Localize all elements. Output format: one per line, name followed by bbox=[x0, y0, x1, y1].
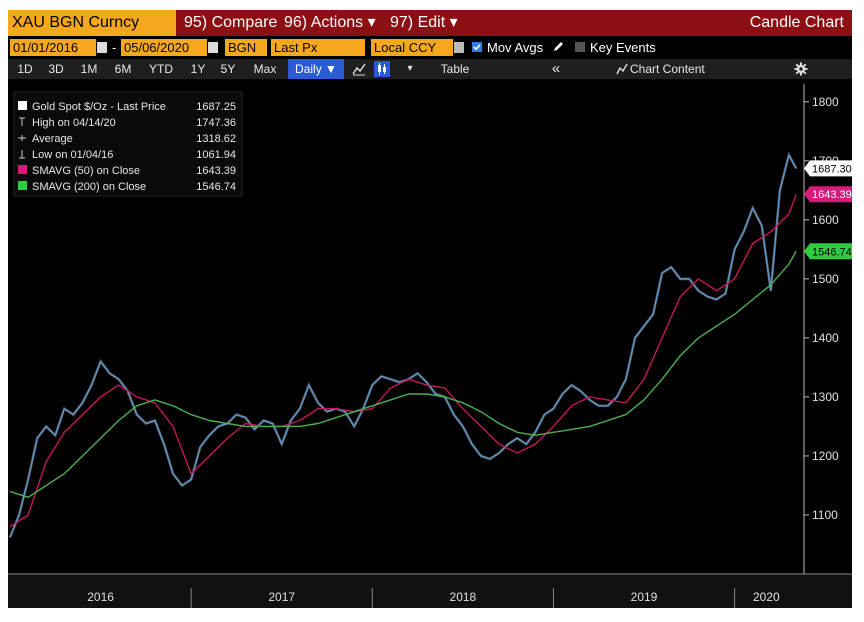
settings-row: 01/01/2016 - 05/06/2020 BGN Last Px Loca… bbox=[8, 37, 852, 57]
end-date-field[interactable]: 05/06/2020 bbox=[121, 39, 207, 56]
mov-avgs-label[interactable]: Mov Avgs bbox=[487, 40, 544, 55]
legend-background bbox=[13, 91, 243, 197]
x-tick-label: 2016 bbox=[87, 590, 114, 604]
legend-label: Gold Spot $/Oz - Last Price bbox=[32, 101, 166, 113]
price-chart[interactable]: 1100120013001400150016001700180020162017… bbox=[8, 82, 852, 608]
field-select[interactable]: Last Px bbox=[271, 39, 365, 56]
last-value-tag bbox=[804, 186, 852, 203]
price-square-icon bbox=[18, 101, 27, 110]
period-3d[interactable]: 3D bbox=[48, 62, 64, 76]
sma50-square-icon bbox=[18, 165, 27, 174]
date-separator: - bbox=[112, 40, 117, 55]
y-tick-label: 1600 bbox=[812, 213, 839, 227]
chart-content-icon[interactable] bbox=[616, 63, 628, 75]
frequency-select[interactable]: Daily ▼ bbox=[288, 59, 344, 79]
series-layer bbox=[8, 151, 798, 538]
period-1d[interactable]: 1D bbox=[17, 62, 33, 76]
sma200-square-icon bbox=[18, 181, 27, 190]
y-tick-label: 1500 bbox=[812, 272, 839, 286]
checkbox-checked-icon[interactable] bbox=[472, 42, 482, 52]
last-value-label: 1643.39 bbox=[812, 189, 852, 201]
last-value-tag bbox=[804, 160, 852, 177]
chart-content-button[interactable]: Chart Content bbox=[630, 62, 705, 76]
low-marker-icon bbox=[19, 150, 25, 159]
x-tick-label: 2017 bbox=[268, 590, 295, 604]
legend-value: 1061.94 bbox=[196, 149, 236, 161]
source-field[interactable]: BGN bbox=[225, 39, 267, 56]
period-ytd[interactable]: YTD bbox=[149, 62, 173, 76]
legend-value: 1546.74 bbox=[196, 181, 236, 193]
chevron-down-icon[interactable] bbox=[454, 42, 464, 53]
legend-box: Gold Spot $/Oz - Last Price 1687.25 High o… bbox=[13, 91, 243, 197]
calendar-icon[interactable] bbox=[208, 42, 218, 53]
legend-value: 1643.39 bbox=[196, 165, 236, 177]
axes: 1100120013001400150016001700180020162017… bbox=[8, 84, 852, 608]
table-button[interactable]: Table bbox=[440, 62, 470, 76]
average-marker-icon bbox=[18, 135, 26, 141]
collapse-button[interactable]: « bbox=[551, 60, 561, 77]
legend-label: High on 04/14/20 bbox=[32, 117, 116, 129]
sma200-line bbox=[9, 250, 797, 498]
period-5y[interactable]: 5Y bbox=[220, 62, 236, 76]
key-events-label[interactable]: Key Events bbox=[590, 40, 656, 55]
period-1m[interactable]: 1M bbox=[80, 62, 98, 76]
y-tick-label: 1300 bbox=[812, 390, 839, 404]
x-tick-label: 2018 bbox=[450, 590, 477, 604]
period-1y[interactable]: 1Y bbox=[190, 62, 206, 76]
chart-area: 1100120013001400150016001700180020162017… bbox=[8, 82, 852, 608]
y-tick-label: 1100 bbox=[812, 508, 838, 522]
y-tick-label: 1400 bbox=[812, 331, 839, 345]
x-tick-label: 2020 bbox=[753, 590, 780, 604]
period-max[interactable]: Max bbox=[253, 62, 277, 76]
legend-value: 1747.36 bbox=[196, 117, 236, 129]
pencil-icon[interactable] bbox=[552, 41, 564, 53]
price-line-halo bbox=[8, 151, 798, 538]
last-value-label: 1546.74 bbox=[812, 246, 852, 258]
edit-menu[interactable]: 97) Edit ▾ bbox=[390, 14, 458, 31]
legend-label: Low on 01/04/16 bbox=[32, 149, 113, 161]
gear-icon[interactable] bbox=[794, 62, 808, 76]
ticker-field[interactable]: XAU BGN Curncy bbox=[8, 10, 176, 36]
legend-label: Average bbox=[32, 133, 73, 145]
period-6m[interactable]: 6M bbox=[114, 62, 132, 76]
title-bar: XAU BGN Curncy 95) Compare 96) Actions ▾… bbox=[8, 10, 852, 36]
high-marker-icon bbox=[19, 117, 25, 126]
x-tick-label: 2019 bbox=[631, 590, 658, 604]
legend-value: 1318.62 bbox=[196, 133, 236, 145]
period-toolbar: 1D 3D 1M 6M YTD 1Y 5Y Max Daily ▼ ▾ Tabl… bbox=[8, 59, 852, 79]
start-date-field[interactable]: 01/01/2016 bbox=[10, 39, 96, 56]
price-line bbox=[9, 154, 797, 538]
checkbox-unchecked-icon[interactable] bbox=[575, 42, 585, 52]
y-tick-label: 1200 bbox=[812, 449, 839, 463]
y-tick-label: 1800 bbox=[812, 95, 839, 109]
currency-select[interactable]: Local CCY bbox=[371, 39, 453, 56]
actions-menu[interactable]: 96) Actions ▾ bbox=[284, 14, 376, 31]
line-chart-icon[interactable] bbox=[352, 62, 366, 76]
calendar-icon[interactable] bbox=[97, 42, 107, 53]
last-value-tag bbox=[804, 243, 852, 260]
legend-value: 1687.25 bbox=[196, 101, 236, 113]
x-axis-band bbox=[8, 574, 852, 608]
last-value-label: 1687.30 bbox=[812, 163, 852, 175]
chevron-down-icon[interactable]: ▾ bbox=[407, 63, 413, 74]
chart-type-title: Candle Chart bbox=[749, 14, 844, 31]
legend-label: SMAVG (200) on Close bbox=[32, 181, 146, 193]
legend-label: SMAVG (50) on Close bbox=[32, 165, 140, 177]
candle-chart-icon[interactable] bbox=[374, 61, 390, 77]
compare-menu[interactable]: 95) Compare bbox=[184, 14, 278, 31]
chart-window: XAU BGN Curncy 95) Compare 96) Actions ▾… bbox=[8, 10, 852, 608]
last-value-labels: 1687.30 1643.39 1546.74 bbox=[804, 160, 852, 260]
sma50-line bbox=[9, 194, 797, 528]
